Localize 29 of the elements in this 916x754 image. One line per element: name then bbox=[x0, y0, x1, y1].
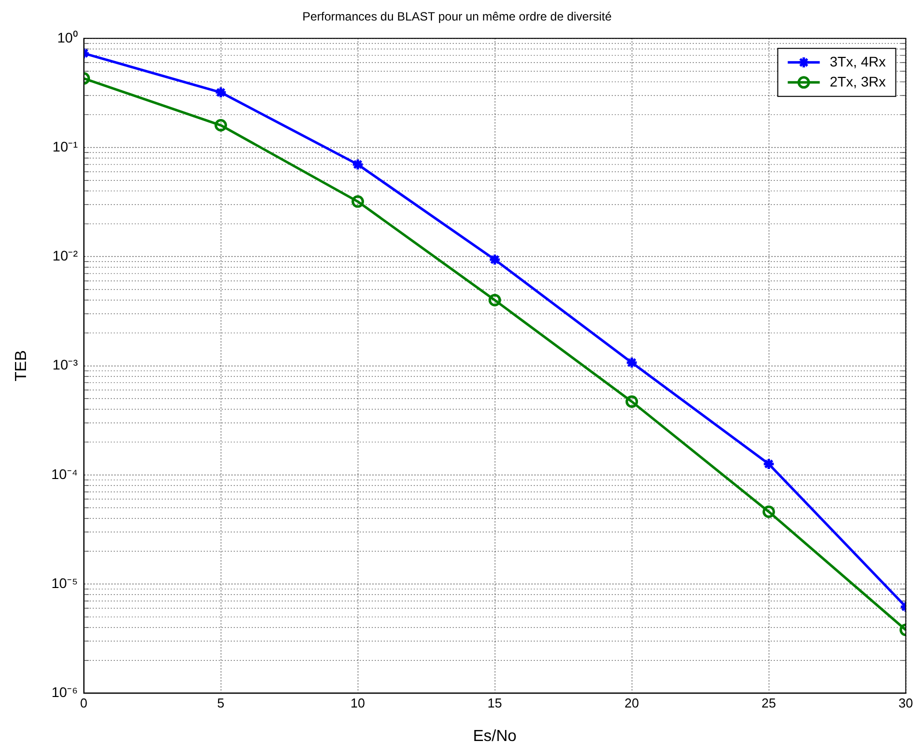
chart-title: Performances du BLAST pour un même ordre de diversité bbox=[302, 10, 612, 24]
y-tick-label: 10⁻³ bbox=[52, 356, 78, 373]
x-tick-label: 20 bbox=[624, 696, 640, 711]
point bbox=[214, 119, 228, 132]
point bbox=[762, 458, 776, 470]
point bbox=[626, 356, 638, 369]
y-tick-label: 10⁻¹ bbox=[52, 138, 78, 154]
x-tick-label: 5 bbox=[217, 696, 224, 711]
point bbox=[352, 158, 364, 171]
point bbox=[626, 395, 638, 408]
point bbox=[762, 505, 776, 518]
y-axis-title: TEB bbox=[13, 350, 30, 382]
x-axis-title: Es/No bbox=[472, 728, 517, 745]
point bbox=[214, 86, 228, 99]
x-tick-label: 25 bbox=[762, 696, 776, 711]
y-tick-label: 10⁻⁵ bbox=[51, 574, 78, 591]
point bbox=[488, 294, 502, 306]
y-tick-label: 10⁻⁶ bbox=[51, 684, 78, 700]
legend-label: 3Tx, 4Rx bbox=[830, 53, 886, 70]
y-tick-label: 10⁰ bbox=[57, 29, 78, 46]
x-tick-label: 30 bbox=[898, 696, 914, 711]
x-tick-label: 15 bbox=[488, 696, 502, 711]
y-tick-label: 10⁻⁴ bbox=[51, 466, 78, 482]
x-tick-label: 0 bbox=[80, 696, 88, 711]
legend-label: 2Tx, 3Rx bbox=[830, 73, 886, 90]
y-tick-label: 10⁻² bbox=[52, 248, 78, 264]
point bbox=[488, 253, 502, 266]
x-tick-label: 10 bbox=[350, 696, 366, 711]
point bbox=[352, 195, 364, 208]
